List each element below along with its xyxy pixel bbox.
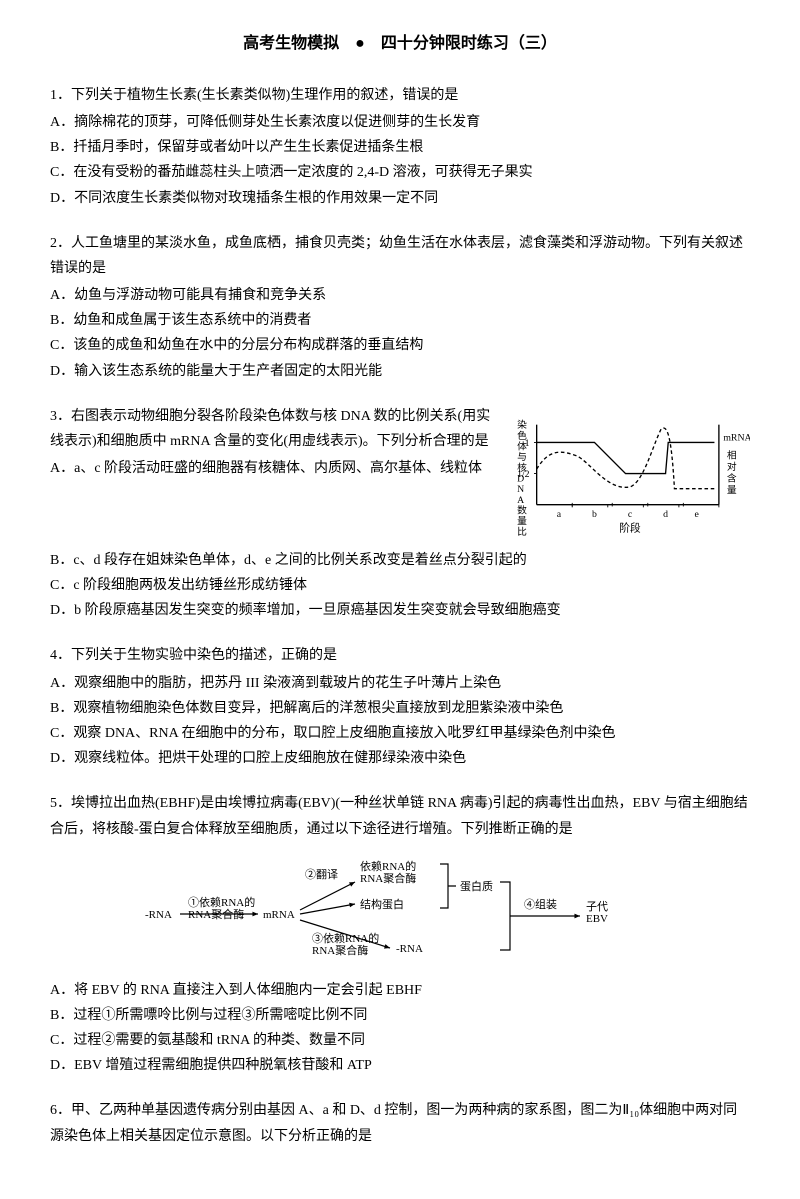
q2-option-c: C．该鱼的成鱼和幼鱼在水中的分层分布构成群落的垂直结构 [50,333,750,358]
svg-text:mRNA: mRNA [723,433,750,444]
svg-text:RNA聚合酶: RNA聚合酶 [360,871,416,885]
q1-stem: 1．下列关于植物生长素(生长素类似物)生理作用的叙述，错误的是 [50,83,750,108]
svg-text:-RNA: -RNA [145,909,172,921]
question-6: 6．甲、乙两种单基因遗传病分别由基因 A、a 和 D、d 控制，图一为两种病的家… [50,1098,750,1148]
svg-text:1: 1 [525,438,530,449]
question-1: 1．下列关于植物生长素(生长素类似物)生理作用的叙述，错误的是 A．摘除棉花的顶… [50,83,750,211]
q4-option-b: B．观察植物细胞染色体数目变异，把解离后的洋葱根尖直接放到龙胆紫染液中染色 [50,696,750,721]
svg-text:c: c [628,509,633,520]
q4-option-d: D．观察线粒体。把烘干处理的口腔上皮细胞放在健那绿染液中染色 [50,746,750,771]
q2-option-d: D．输入该生态系统的能量大于生产者固定的太阳光能 [50,359,750,384]
svg-text:比: 比 [517,526,527,538]
q1-option-a: A．摘除棉花的顶芽，可降低侧芽处生长素浓度以促进侧芽的生长发育 [50,110,750,135]
svg-text:阶段: 阶段 [619,521,641,534]
svg-text:②翻译: ②翻译 [305,867,338,881]
q5-diagram: -RNA①依赖RNA的RNA聚合酶mRNA②翻译依赖RNA的RNA聚合酶结构蛋白… [140,850,660,970]
svg-text:数: 数 [517,503,527,516]
q5-option-c: C．过程②需要的氨基酸和 tRNA 的种类、数量不同 [50,1028,750,1053]
q4-option-c: C．观察 DNA、RNA 在细胞中的分布，取口腔上皮细胞直接放入吡罗红甲基绿染色… [50,721,750,746]
q5-option-a: A．将 EBV 的 RNA 直接注入到人体细胞内一定会引起 EBHF [50,978,750,1003]
svg-text:结构蛋白: 结构蛋白 [360,897,404,911]
q5-stem: 5．埃博拉出血热(EBHF)是由埃博拉病毒(EBV)(一种丝状单链 RNA 病毒… [50,791,750,841]
q3-chart: 染色体与核DNA数量比11/2abcde阶段mRNA相对含量 [510,408,750,548]
svg-text:N: N [517,484,524,495]
q2-option-a: A．幼鱼与浮游动物可能具有捕食和竞争关系 [50,283,750,308]
svg-text:EBV: EBV [586,913,608,925]
svg-text:③依赖RNA的: ③依赖RNA的 [312,931,379,945]
q3-stem: 3．右图表示动物细胞分裂各阶段染色体数与核 DNA 数的比例关系(用实线表示)和… [50,404,500,454]
svg-text:b: b [592,509,597,520]
svg-text:对: 对 [727,460,737,473]
question-5: 5．埃博拉出血热(EBHF)是由埃博拉病毒(EBV)(一种丝状单链 RNA 病毒… [50,791,750,1078]
svg-text:e: e [694,509,698,520]
svg-text:含: 含 [727,471,737,484]
q3-option-d: D．b 阶段原癌基因发生突变的频率增加，一旦原癌基因发生突变就会导致细胞癌变 [50,598,750,623]
question-4: 4．下列关于生物实验中染色的描述，正确的是 A．观察细胞中的脂肪，把苏丹 III… [50,643,750,771]
q2-stem: 2．人工鱼塘里的某淡水鱼，成鱼底栖，捕食贝壳类；幼鱼生活在水体表层，滤食藻类和浮… [50,231,750,281]
svg-text:蛋白质: 蛋白质 [460,879,493,893]
q1-option-b: B．扦插月季时，保留芽或者幼叶以产生生长素促进插条生根 [50,135,750,160]
svg-text:RNA聚合酶: RNA聚合酶 [312,943,368,957]
svg-text:-RNA: -RNA [396,943,423,955]
svg-text:1/2: 1/2 [517,469,530,480]
svg-text:mRNA: mRNA [263,909,295,921]
question-2: 2．人工鱼塘里的某淡水鱼，成鱼底栖，捕食贝壳类；幼鱼生活在水体表层，滤食藻类和浮… [50,231,750,384]
svg-text:①依赖RNA的: ①依赖RNA的 [188,895,255,909]
q1-option-c: C．在没有受粉的番茄雌蕊柱头上喷洒一定浓度的 2,4-D 溶液，可获得无子果实 [50,160,750,185]
svg-text:依赖RNA的: 依赖RNA的 [360,859,416,873]
svg-text:染: 染 [517,418,527,431]
q6-stem: 6．甲、乙两种单基因遗传病分别由基因 A、a 和 D、d 控制，图一为两种病的家… [50,1098,750,1148]
svg-text:子代: 子代 [586,900,608,913]
svg-text:相: 相 [727,448,737,461]
q4-stem: 4．下列关于生物实验中染色的描述，正确的是 [50,643,750,668]
doc-title: 高考生物模拟 ● 四十分钟限时练习（三） [50,30,750,59]
q3-option-b: B．c、d 段存在姐妹染色单体，d、e 之间的比例关系改变是着丝点分裂引起的 [50,548,750,573]
q3-option-c: C．c 阶段细胞两极发出纺锤丝形成纺锤体 [50,573,750,598]
q3-option-a: A．a、c 阶段活动旺盛的细胞器有核糖体、内质网、高尔基体、线粒体 [50,456,500,481]
svg-text:量: 量 [727,484,737,496]
svg-text:d: d [663,509,668,520]
svg-text:a: a [557,509,562,520]
q4-option-a: A．观察细胞中的脂肪，把苏丹 III 染液滴到载玻片的花生子叶薄片上染色 [50,671,750,696]
question-3: 3．右图表示动物细胞分裂各阶段染色体数与核 DNA 数的比例关系(用实线表示)和… [50,404,750,624]
svg-text:A: A [517,495,524,506]
svg-text:与: 与 [517,451,527,463]
q5-option-d: D．EBV 增殖过程需细胞提供四种脱氧核苷酸和 ATP [50,1053,750,1078]
q2-option-b: B．幼鱼和成鱼属于该生态系统中的消费者 [50,308,750,333]
svg-text:量: 量 [517,515,527,527]
q5-option-b: B．过程①所需嘌呤比例与过程③所需嘧啶比例不同 [50,1003,750,1028]
svg-text:④组装: ④组装 [524,897,557,911]
q1-option-d: D．不同浓度生长素类似物对玫瑰插条生根的作用效果一定不同 [50,186,750,211]
svg-text:RNA聚合酶: RNA聚合酶 [188,907,244,921]
